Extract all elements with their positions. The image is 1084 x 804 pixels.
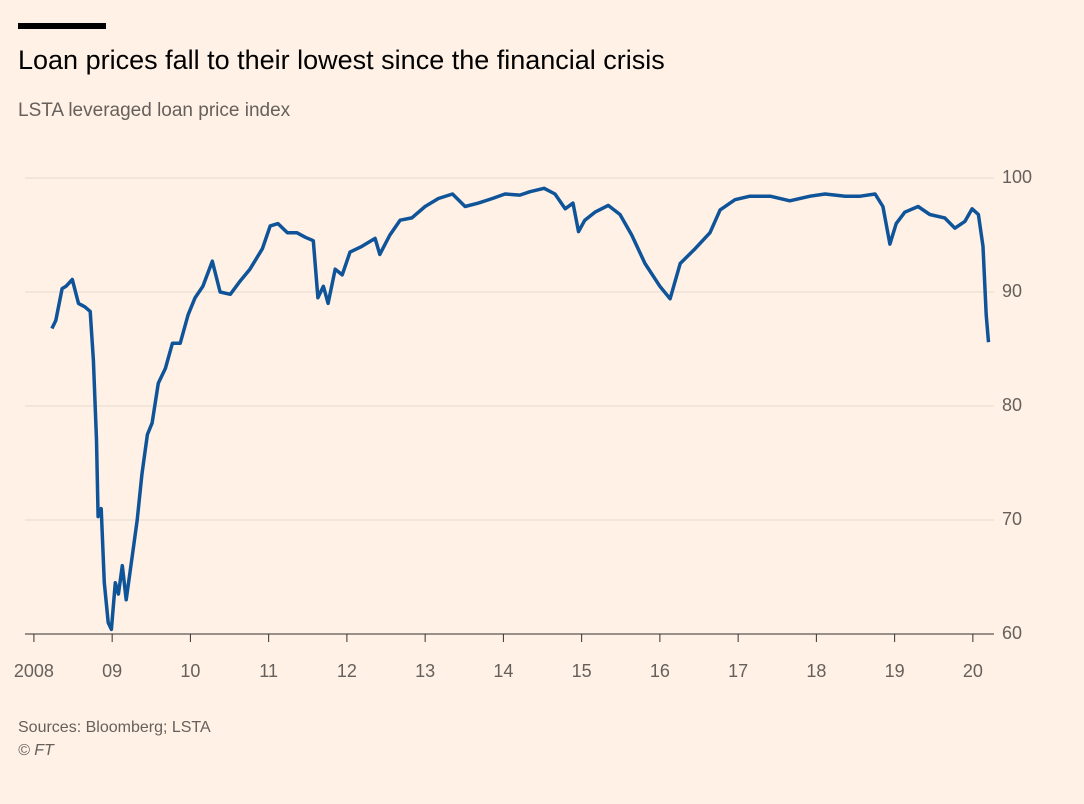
x-tick-label: 17 (728, 661, 748, 681)
x-tick-label: 19 (885, 661, 905, 681)
source: Sources: Bloomberg; LSTA (18, 719, 211, 736)
x-tick-label: 13 (415, 661, 435, 681)
x-tick-label: 15 (572, 661, 592, 681)
x-tick-label: 09 (102, 661, 122, 681)
y-tick-label: 70 (1002, 509, 1022, 529)
x-tick-label: 18 (806, 661, 826, 681)
y-tick-label: 60 (1002, 623, 1022, 643)
x-tick-label: 12 (337, 661, 357, 681)
x-tick-label: 14 (493, 661, 513, 681)
y-tick-label: 80 (1002, 395, 1022, 415)
y-tick-label: 90 (1002, 281, 1022, 301)
x-tick-label: 2008 (14, 661, 54, 681)
chart-title: Loan prices fall to their lowest since t… (18, 45, 665, 75)
header-bar (18, 23, 106, 29)
line (50, 186, 991, 632)
x-tick-label: 11 (259, 661, 278, 681)
x-tick-label: 20 (963, 661, 983, 681)
y-tick-label: 100 (1002, 167, 1032, 187)
x-tick-label: 16 (650, 661, 670, 681)
x-tick-label: 10 (180, 661, 200, 681)
chart-subtitle: LSTA leveraged loan price index (18, 100, 291, 121)
credit: © FT (18, 742, 55, 759)
